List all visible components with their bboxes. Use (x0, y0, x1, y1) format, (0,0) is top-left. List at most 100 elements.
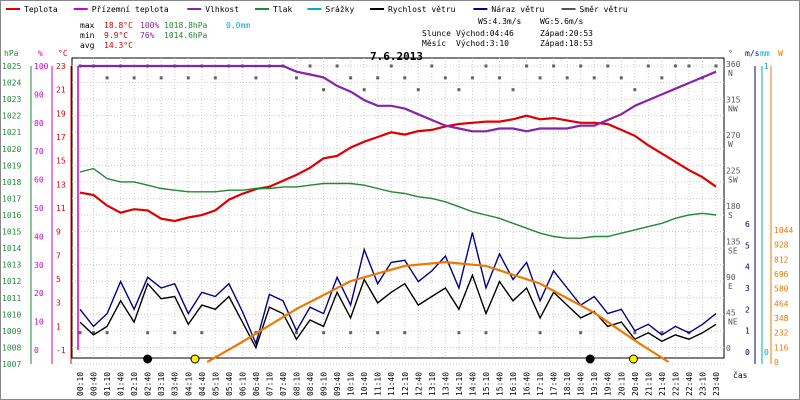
wind-direction-point (592, 76, 596, 80)
x-tick-label: 09:10 (320, 372, 329, 396)
wind-direction-point (105, 331, 109, 335)
tick-hpa: 1022 (2, 112, 21, 121)
tick-dir-card: NE (728, 318, 738, 327)
tick-degc: 17 (56, 133, 66, 142)
wind-direction-point (484, 331, 488, 335)
stat-moonrise: Východ:3:10 (456, 39, 509, 48)
x-tick-label: 17:40 (550, 372, 559, 396)
x-tick-label: 05:40 (225, 372, 234, 396)
legend: Teplota Přízemní teplota Vlhkost Tlak Srážky… (6, 5, 628, 14)
wind-direction-point (673, 64, 677, 68)
x-tick-label: 11:40 (387, 372, 396, 396)
wind-direction-point (132, 76, 136, 80)
wind-direction-point (484, 64, 488, 68)
wind-direction-point (416, 88, 420, 92)
x-tick-label: 21:40 (658, 372, 667, 396)
wind-direction-point (687, 64, 691, 68)
sunrise-marker (190, 354, 200, 364)
wind-direction-point (322, 331, 326, 335)
tick-ms: 5 (745, 241, 750, 250)
wind-direction-point (579, 64, 583, 68)
tick-wm2: 464 (774, 299, 789, 308)
moonrise-marker (143, 354, 153, 364)
axis-title-hpa: hPa (4, 49, 19, 58)
markers (143, 354, 638, 364)
tick-wm2: 1044 (774, 226, 793, 235)
stat-max-temp: 18.8°C (104, 21, 133, 30)
tick-ms: 2 (745, 305, 750, 314)
tick-wm2: 696 (774, 270, 789, 279)
x-tick-label: 17:10 (536, 372, 545, 396)
x-tick-label: 06:10 (238, 372, 247, 396)
tick-pct: 60 (34, 176, 44, 185)
tick-hpa: 1020 (2, 145, 21, 154)
tick-mm: 0 (764, 348, 769, 357)
tick-hpa: 1011 (2, 294, 21, 303)
tick-hpa: 1012 (2, 277, 21, 286)
tick-dir-deg: 270 (726, 131, 741, 140)
x-tick-label: 10:40 (360, 372, 369, 396)
tick-hpa: 1023 (2, 95, 21, 104)
stat-avg-temp: 14.3°C (104, 41, 133, 50)
tick-dir-deg: 180 (726, 202, 741, 211)
x-tick-label: 00:40 (90, 372, 99, 396)
x-tick-label: 13:10 (428, 372, 437, 396)
tick-dir-card: E (728, 282, 733, 291)
x-tick-label: 01:40 (117, 372, 126, 396)
legend-label: Tlak (273, 5, 292, 14)
plot-border (71, 57, 725, 359)
x-tick-label: 18:40 (577, 372, 586, 396)
wind-direction-point (389, 64, 393, 68)
tick-dir-deg: 225 (726, 167, 741, 176)
x-axis-label: čas (733, 370, 748, 380)
tick-mm: 1 (764, 62, 769, 71)
stat-sun-label: Slunce (422, 29, 451, 38)
wind-direction-point (538, 331, 542, 335)
axis-title-ms: m/s (745, 49, 760, 58)
tick-pct: 0 (34, 346, 39, 355)
tick-degc: 5 (56, 275, 61, 284)
wind-direction-point (430, 64, 434, 68)
tick-degc: 15 (56, 157, 66, 166)
x-tick-label: 08:10 (293, 372, 302, 396)
tick-wm2: 928 (774, 241, 789, 250)
tick-degc: -1 (56, 346, 66, 355)
wind-direction-point (457, 88, 461, 92)
wind-direction-point (295, 76, 299, 80)
wind-direction-point (470, 76, 474, 80)
series-line (206, 260, 670, 363)
x-tick-label: 23:40 (712, 372, 721, 396)
x-tick-label: 16:10 (509, 372, 518, 396)
wind-direction-point (525, 64, 529, 68)
tick-pct: 20 (34, 289, 44, 298)
tick-wm2: 0 (774, 358, 779, 367)
wind-direction-point (349, 331, 353, 335)
axis-title-wm2: W (778, 49, 783, 58)
stat-min-temp: 9.9°C (104, 31, 128, 40)
tick-hpa: 1024 (2, 79, 21, 88)
tick-wm2: 232 (774, 329, 789, 338)
x-tick-label: 03:40 (171, 372, 180, 396)
stat-max-rain: 0.0mm (226, 21, 250, 30)
tick-dir-deg: 45 (726, 309, 736, 318)
tick-dir-deg: 0 (726, 344, 731, 353)
tick-dir-deg: 360 (726, 60, 741, 69)
tick-hpa: 1015 (2, 228, 21, 237)
tick-degc: 23 (56, 62, 66, 71)
tick-hpa: 1018 (2, 178, 21, 187)
x-tick-label: 20:40 (631, 372, 640, 396)
axis-title-dir: ° (728, 49, 733, 58)
wind-direction-point (619, 76, 623, 80)
wind-direction-point (579, 331, 583, 335)
tick-wm2: 348 (774, 314, 789, 323)
x-tick-label: 20:10 (617, 372, 626, 396)
x-tick-label: 13:40 (441, 372, 450, 396)
wind-direction-point (213, 76, 217, 80)
tick-hpa: 1021 (2, 128, 21, 137)
tick-hpa: 1014 (2, 244, 21, 253)
stat-sunset: Západ:20:53 (540, 29, 593, 38)
legend-label: Vlhkost (205, 5, 239, 14)
sunset-marker (628, 354, 638, 364)
stat-moonset: Západ:18:53 (540, 39, 593, 48)
stat-label: avg (80, 41, 95, 50)
